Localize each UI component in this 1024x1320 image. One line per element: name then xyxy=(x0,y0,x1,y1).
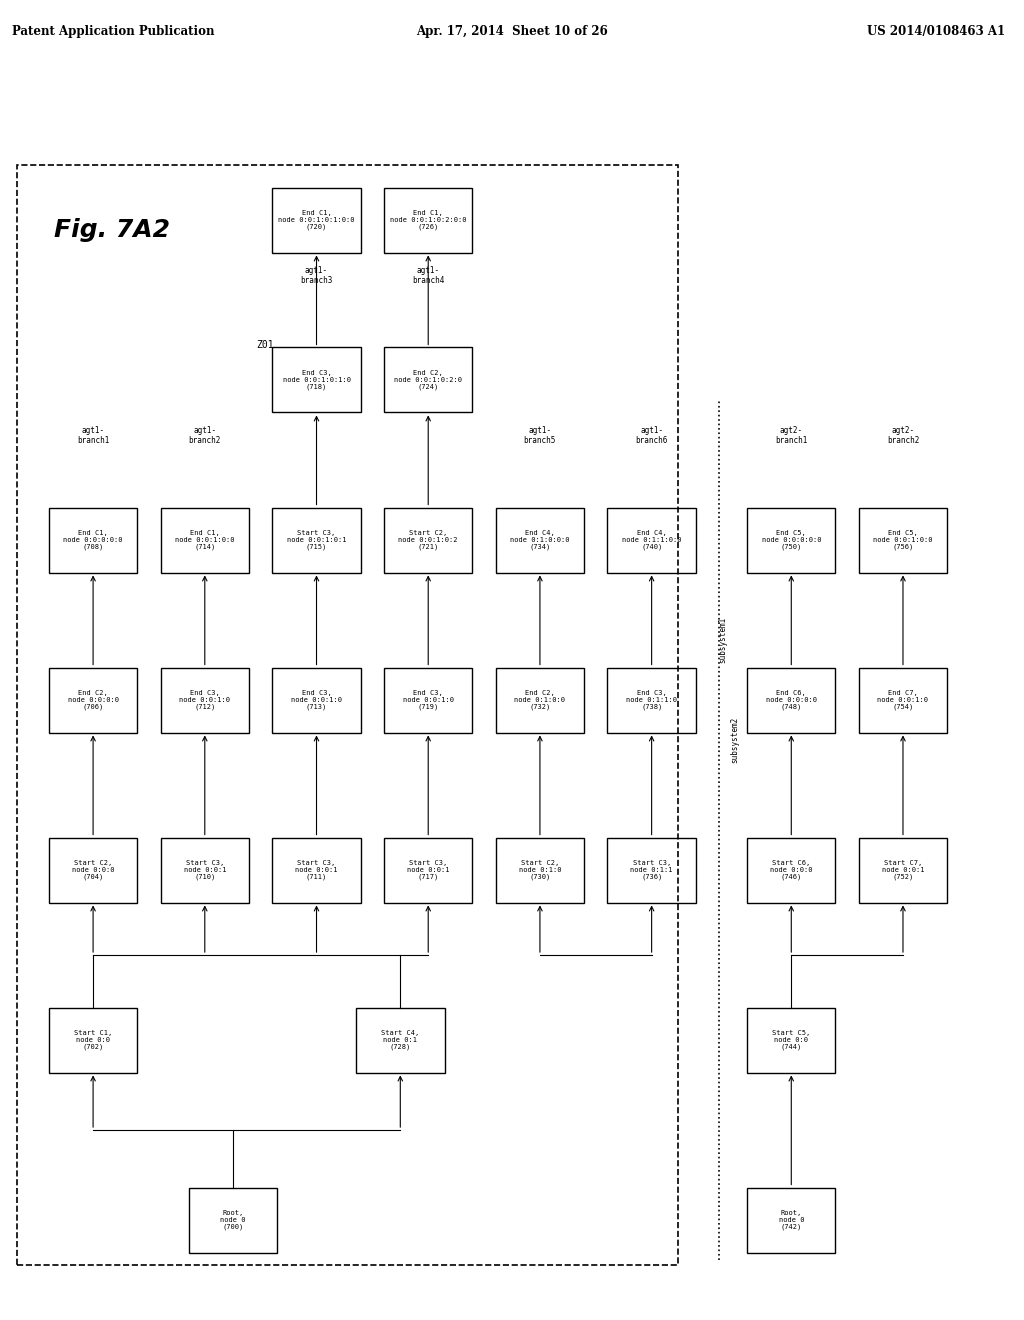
Text: End C7,
node 0:0:1:0
(754): End C7, node 0:0:1:0 (754) xyxy=(878,690,929,710)
Text: Start C3,
node 0:1:1
(736): Start C3, node 0:1:1 (736) xyxy=(631,859,673,880)
Text: End C3,
node 0:0:1:0
(712): End C3, node 0:0:1:0 (712) xyxy=(179,690,230,710)
FancyBboxPatch shape xyxy=(384,837,472,903)
FancyBboxPatch shape xyxy=(384,347,472,412)
Text: End C4,
node 0:1:1:0:0
(740): End C4, node 0:1:1:0:0 (740) xyxy=(622,529,681,550)
Text: End C2,
node 0:0:0:0
(706): End C2, node 0:0:0:0 (706) xyxy=(68,690,119,710)
Text: Start C7,
node 0:0:1
(752): Start C7, node 0:0:1 (752) xyxy=(882,859,925,880)
Text: Apr. 17, 2014  Sheet 10 of 26: Apr. 17, 2014 Sheet 10 of 26 xyxy=(416,25,608,38)
FancyBboxPatch shape xyxy=(356,1007,444,1072)
FancyBboxPatch shape xyxy=(272,507,360,573)
Text: agt1-
branch3: agt1- branch3 xyxy=(300,265,333,285)
FancyBboxPatch shape xyxy=(384,187,472,252)
FancyBboxPatch shape xyxy=(748,837,836,903)
Text: Fig. 7A2: Fig. 7A2 xyxy=(53,218,170,242)
Text: subsystem1: subsystem1 xyxy=(719,616,728,663)
Text: End C2,
node 0:0:1:0:2:0
(724): End C2, node 0:0:1:0:2:0 (724) xyxy=(394,370,462,391)
FancyBboxPatch shape xyxy=(859,507,947,573)
FancyBboxPatch shape xyxy=(161,837,249,903)
Text: Start C5,
node 0:0
(744): Start C5, node 0:0 (744) xyxy=(772,1030,810,1051)
FancyBboxPatch shape xyxy=(748,1007,836,1072)
Text: Start C2,
node 0:0:1:0:2
(721): Start C2, node 0:0:1:0:2 (721) xyxy=(398,529,458,550)
Text: Start C6,
node 0:0:0
(746): Start C6, node 0:0:0 (746) xyxy=(770,859,812,880)
FancyBboxPatch shape xyxy=(49,668,137,733)
Text: Start C3,
node 0:0:1
(711): Start C3, node 0:0:1 (711) xyxy=(295,859,338,880)
FancyBboxPatch shape xyxy=(859,837,947,903)
Text: End C5,
node 0:0:0:0:0
(750): End C5, node 0:0:0:0:0 (750) xyxy=(762,529,821,550)
FancyBboxPatch shape xyxy=(161,668,249,733)
FancyBboxPatch shape xyxy=(607,837,696,903)
FancyBboxPatch shape xyxy=(384,507,472,573)
FancyBboxPatch shape xyxy=(496,507,584,573)
Text: End C3,
node 0:0:1:0:1:0
(718): End C3, node 0:0:1:0:1:0 (718) xyxy=(283,370,350,391)
Text: End C5,
node 0:0:1:0:0
(756): End C5, node 0:0:1:0:0 (756) xyxy=(873,529,933,550)
Text: End C2,
node 0:1:0:0
(732): End C2, node 0:1:0:0 (732) xyxy=(514,690,565,710)
Text: End C1,
node 0:0:0:0:0
(708): End C1, node 0:0:0:0:0 (708) xyxy=(63,529,123,550)
Text: End C6,
node 0:0:0:0
(748): End C6, node 0:0:0:0 (748) xyxy=(766,690,817,710)
FancyBboxPatch shape xyxy=(384,668,472,733)
FancyBboxPatch shape xyxy=(748,1188,836,1253)
FancyBboxPatch shape xyxy=(272,347,360,412)
Text: End C1,
node 0:0:1:0:2:0:0
(726): End C1, node 0:0:1:0:2:0:0 (726) xyxy=(390,210,467,230)
Text: Start C1,
node 0:0
(702): Start C1, node 0:0 (702) xyxy=(74,1030,113,1051)
FancyBboxPatch shape xyxy=(859,668,947,733)
Text: agt1-
branch6: agt1- branch6 xyxy=(636,425,668,445)
FancyBboxPatch shape xyxy=(272,837,360,903)
Text: agt1-
branch1: agt1- branch1 xyxy=(77,425,110,445)
Text: agt1-
branch2: agt1- branch2 xyxy=(188,425,221,445)
FancyBboxPatch shape xyxy=(748,668,836,733)
Text: Start C3,
node 0:0:1:0:1
(715): Start C3, node 0:0:1:0:1 (715) xyxy=(287,529,346,550)
FancyBboxPatch shape xyxy=(49,1007,137,1072)
Text: End C3,
node 0:0:1:0
(713): End C3, node 0:0:1:0 (713) xyxy=(291,690,342,710)
Text: Start C2,
node 0:1:0
(730): Start C2, node 0:1:0 (730) xyxy=(519,859,561,880)
FancyBboxPatch shape xyxy=(748,507,836,573)
FancyBboxPatch shape xyxy=(49,507,137,573)
Text: Root,
node 0
(742): Root, node 0 (742) xyxy=(778,1209,804,1230)
Text: Root,
node 0
(700): Root, node 0 (700) xyxy=(220,1209,246,1230)
Text: agt2-
branch2: agt2- branch2 xyxy=(887,425,920,445)
Text: Patent Application Publication: Patent Application Publication xyxy=(12,25,215,38)
Text: Z01: Z01 xyxy=(256,341,274,350)
Text: Start C3,
node 0:0:1
(710): Start C3, node 0:0:1 (710) xyxy=(183,859,226,880)
Text: Start C2,
node 0:0:0
(704): Start C2, node 0:0:0 (704) xyxy=(72,859,115,880)
Text: agt1-
branch4: agt1- branch4 xyxy=(412,265,444,285)
FancyBboxPatch shape xyxy=(272,187,360,252)
FancyBboxPatch shape xyxy=(161,507,249,573)
Text: End C3,
node 0:0:1:0
(719): End C3, node 0:0:1:0 (719) xyxy=(402,690,454,710)
FancyBboxPatch shape xyxy=(607,507,696,573)
Text: Start C3,
node 0:0:1
(717): Start C3, node 0:0:1 (717) xyxy=(407,859,450,880)
FancyBboxPatch shape xyxy=(49,837,137,903)
Text: Start C4,
node 0:1
(728): Start C4, node 0:1 (728) xyxy=(381,1030,420,1051)
Text: End C4,
node 0:1:0:0:0
(734): End C4, node 0:1:0:0:0 (734) xyxy=(510,529,569,550)
Text: agt2-
branch1: agt2- branch1 xyxy=(775,425,808,445)
Text: agt1-
branch5: agt1- branch5 xyxy=(523,425,556,445)
FancyBboxPatch shape xyxy=(607,668,696,733)
Text: End C1,
node 0:0:1:0:0
(714): End C1, node 0:0:1:0:0 (714) xyxy=(175,529,234,550)
FancyBboxPatch shape xyxy=(272,668,360,733)
FancyBboxPatch shape xyxy=(496,837,584,903)
Text: End C1,
node 0:0:1:0:1:0:0
(720): End C1, node 0:0:1:0:1:0:0 (720) xyxy=(279,210,354,230)
Text: subsystem2: subsystem2 xyxy=(731,717,739,763)
FancyBboxPatch shape xyxy=(188,1188,276,1253)
FancyBboxPatch shape xyxy=(496,668,584,733)
Text: US 2014/0108463 A1: US 2014/0108463 A1 xyxy=(867,25,1006,38)
Text: End C3,
node 0:1:1:0
(738): End C3, node 0:1:1:0 (738) xyxy=(626,690,677,710)
